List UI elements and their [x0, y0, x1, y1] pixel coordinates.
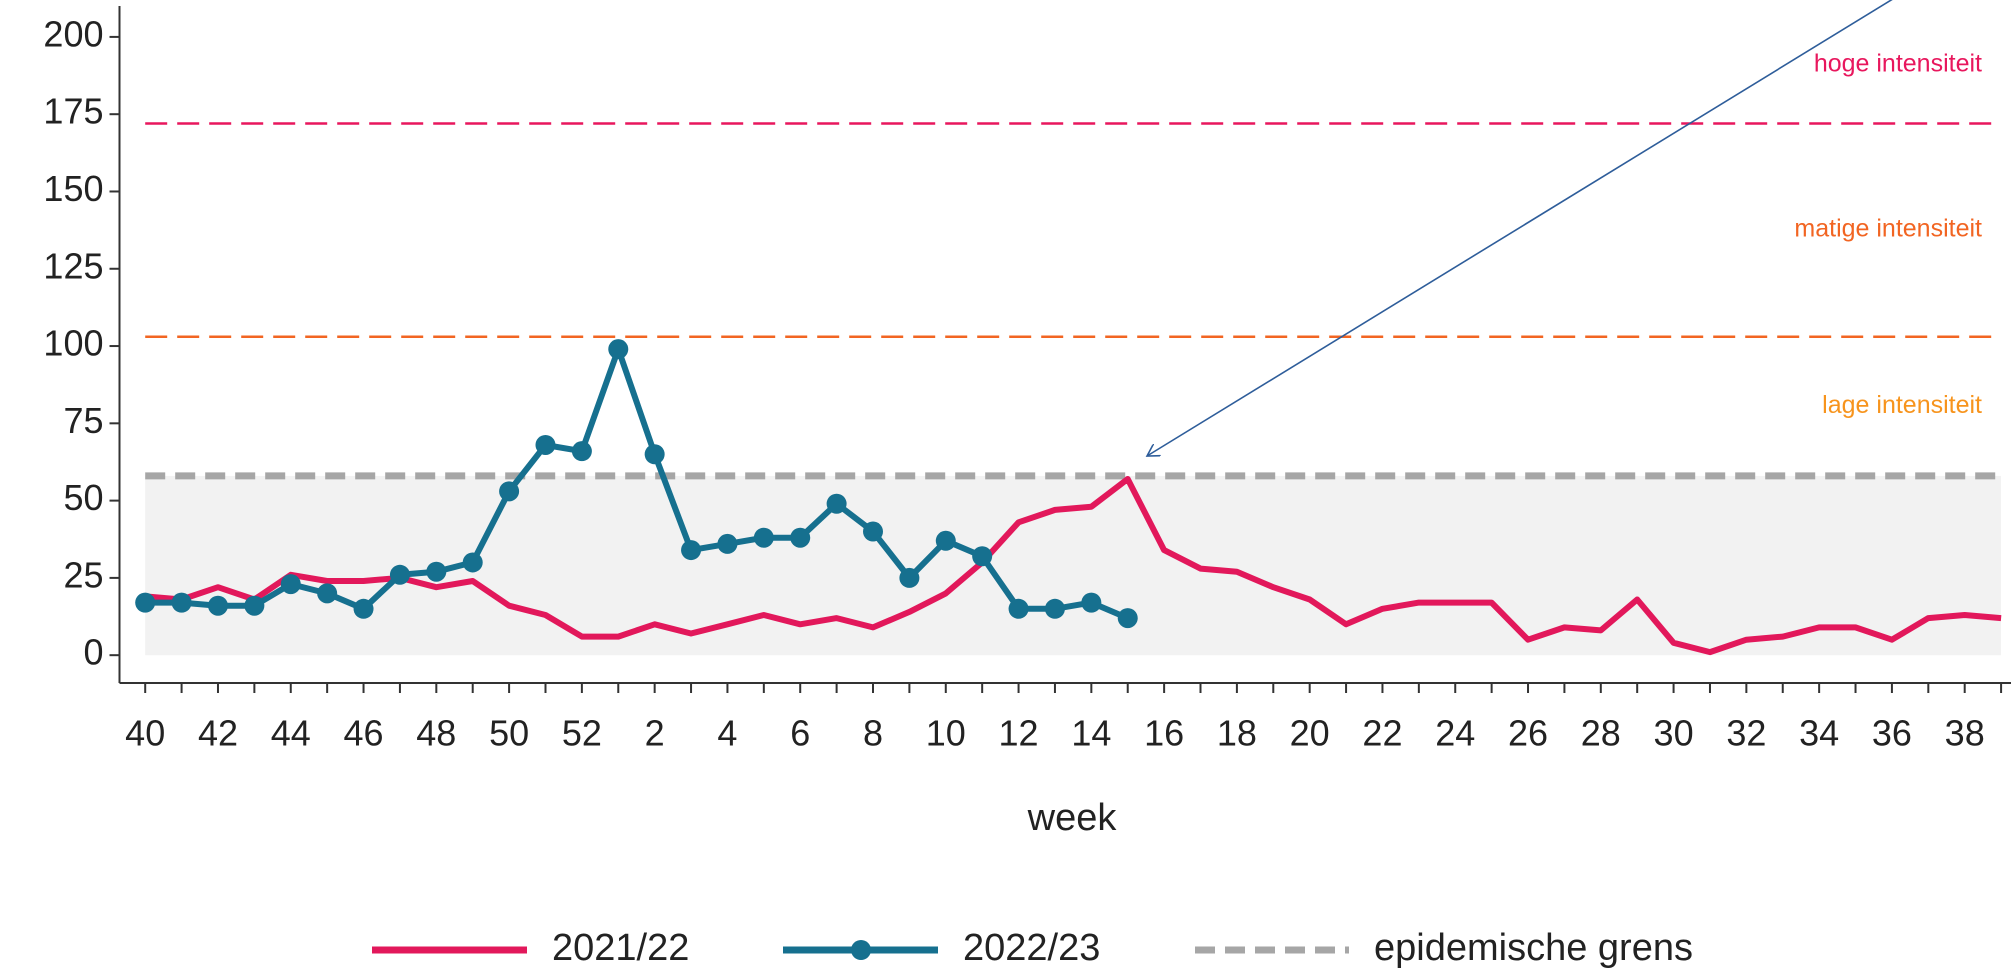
legend-label: epidemische grens	[1374, 927, 1693, 969]
y-tick-label: 175	[43, 91, 103, 132]
y-tick-label: 100	[43, 323, 103, 364]
x-tick-label: 38	[1945, 713, 1985, 754]
series-marker	[571, 441, 592, 462]
series-marker	[535, 434, 556, 455]
x-tick-label: 26	[1508, 713, 1548, 754]
series-marker	[863, 521, 883, 542]
x-tick-label: 44	[271, 713, 311, 754]
epidemic-area	[145, 475, 2002, 656]
zone-label: lage intensiteit	[1822, 391, 1982, 419]
y-tick-label: 0	[83, 632, 103, 673]
x-tick-label: 28	[1581, 713, 1621, 754]
x-tick-label: 30	[1654, 713, 1694, 754]
series-marker	[1008, 598, 1029, 619]
y-tick-label: 125	[43, 245, 103, 286]
x-tick-label: 14	[1071, 713, 1111, 754]
x-tick-label: 36	[1872, 713, 1912, 754]
y-tick-label: 150	[43, 168, 103, 209]
x-tick-label: 48	[416, 713, 456, 754]
series-marker	[753, 527, 774, 548]
series-marker	[462, 552, 483, 573]
x-tick-label: 18	[1217, 713, 1257, 754]
series-marker	[426, 561, 447, 582]
x-tick-label: 8	[863, 713, 883, 754]
x-tick-label: 32	[1726, 713, 1766, 754]
series-marker	[608, 339, 629, 360]
series-marker	[499, 481, 520, 502]
series-marker	[135, 592, 156, 613]
x-tick-label: 42	[198, 713, 238, 754]
series-marker	[1081, 592, 1102, 613]
series-marker	[972, 546, 993, 567]
x-tick-label: 12	[999, 713, 1039, 754]
legend-label: 2022/23	[963, 927, 1100, 969]
series-marker	[1044, 598, 1065, 619]
x-tick-label: 10	[926, 713, 966, 754]
series-line	[144, 476, 2002, 656]
series-marker	[280, 574, 301, 595]
legend-marker	[851, 940, 871, 960]
plot: lage intensiteit matige intensiteit hoge i…	[135, 49, 2002, 656]
x-tick-label: 22	[1362, 713, 1402, 754]
series-marker	[353, 598, 374, 619]
x-tick-label: 2	[645, 713, 665, 754]
x-tick-label: 40	[125, 713, 165, 754]
x-tick-label: 16	[1144, 713, 1184, 754]
series-marker	[1117, 608, 1138, 629]
x-axis-label: week	[1027, 797, 1118, 839]
zone-label: hoge intensiteit	[1814, 49, 1982, 77]
x-tick-label: 50	[489, 713, 529, 754]
series-marker	[644, 444, 665, 465]
x-tick-label: 6	[790, 713, 810, 754]
series-line	[145, 346, 1129, 621]
x-tick-label: 46	[344, 713, 384, 754]
legend-label: 2021/22	[552, 927, 689, 969]
annotation-arrow	[1147, 0, 1893, 456]
y-tick-label: 75	[63, 400, 103, 441]
x-tick-label: 4	[717, 713, 737, 754]
x-tick-label: 52	[562, 713, 602, 754]
series-marker	[935, 530, 956, 551]
series-marker	[899, 567, 920, 588]
series-marker	[317, 583, 338, 604]
x-tick-label: 20	[1290, 713, 1330, 754]
series-marker	[171, 592, 192, 613]
series-marker	[717, 533, 738, 554]
series-marker	[207, 595, 228, 616]
series-marker	[826, 493, 847, 514]
y-tick-label: 200	[43, 13, 103, 54]
series-marker	[389, 564, 410, 585]
y-tick-label: 25	[63, 554, 103, 595]
series-marker	[244, 595, 265, 616]
y-tick-label: 50	[63, 477, 103, 518]
series-marker	[681, 540, 702, 561]
x-tick-label: 34	[1799, 713, 1839, 754]
zone-label: matige intensiteit	[1794, 215, 1982, 243]
series-marker	[790, 527, 811, 548]
x-tick-label: 24	[1435, 713, 1475, 754]
